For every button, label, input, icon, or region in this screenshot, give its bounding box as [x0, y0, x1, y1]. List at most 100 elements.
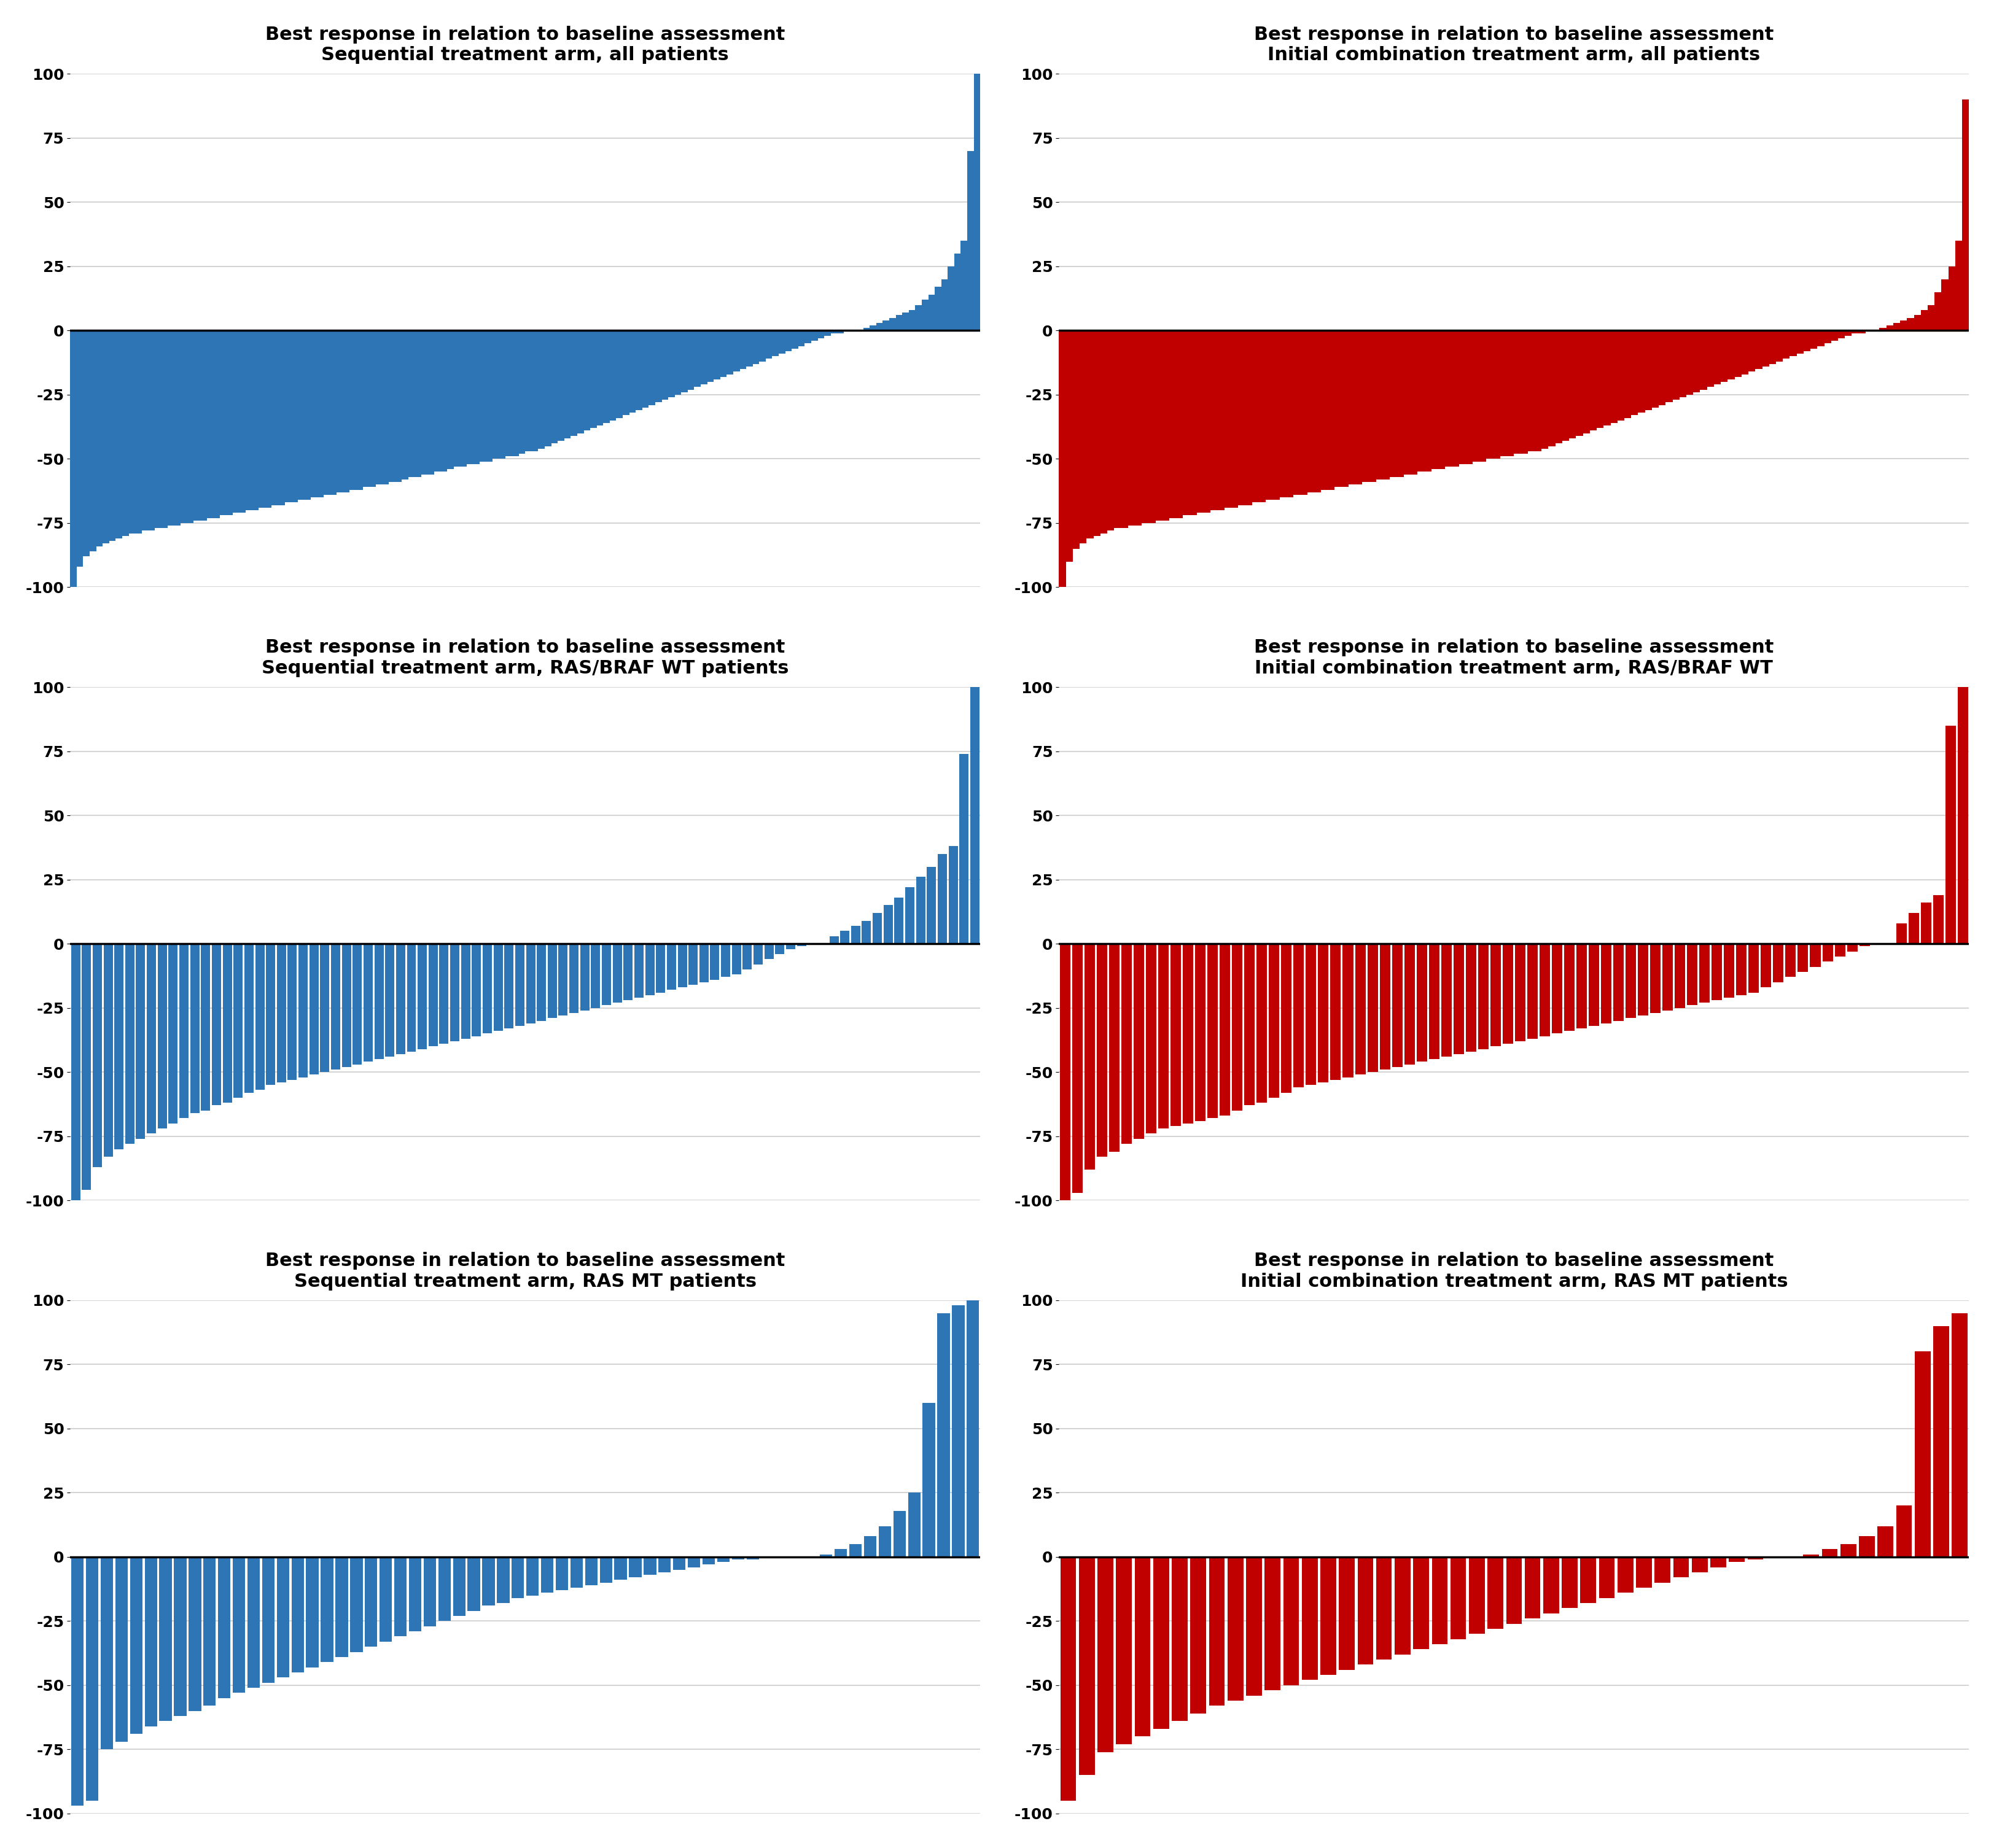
- Bar: [863, 329, 869, 331]
- Bar: [1280, 944, 1292, 1092]
- Bar: [532, 331, 538, 451]
- Bar: [1444, 331, 1452, 466]
- Bar: [193, 331, 199, 521]
- Bar: [558, 331, 564, 442]
- Title: Best response in relation to baseline assessment
Initial combination treatment a: Best response in relation to baseline as…: [1240, 1251, 1787, 1290]
- Bar: [863, 1536, 875, 1556]
- Bar: [1107, 331, 1115, 530]
- Bar: [1392, 944, 1402, 1066]
- Bar: [1224, 331, 1230, 508]
- Bar: [893, 1510, 905, 1556]
- Bar: [1659, 331, 1665, 405]
- Bar: [610, 331, 616, 419]
- Bar: [584, 331, 590, 431]
- Bar: [1685, 331, 1693, 395]
- Bar: [875, 323, 883, 331]
- Bar: [1196, 331, 1202, 512]
- Bar: [915, 878, 925, 944]
- Bar: [493, 944, 502, 1031]
- Bar: [921, 299, 927, 331]
- Bar: [951, 1305, 965, 1556]
- Bar: [439, 1556, 451, 1621]
- Bar: [568, 944, 578, 1013]
- Bar: [1914, 1351, 1930, 1556]
- Bar: [580, 944, 588, 1011]
- Bar: [947, 266, 953, 331]
- Bar: [1575, 944, 1587, 1029]
- Bar: [1858, 944, 1868, 946]
- Bar: [1886, 325, 1892, 331]
- Bar: [136, 331, 142, 534]
- Bar: [461, 331, 467, 466]
- Bar: [167, 944, 177, 1124]
- Bar: [187, 331, 193, 523]
- Bar: [1396, 331, 1404, 477]
- Bar: [1735, 331, 1741, 377]
- Bar: [1061, 1556, 1077, 1800]
- Bar: [225, 331, 233, 516]
- Bar: [1328, 331, 1334, 490]
- Bar: [754, 944, 762, 965]
- Bar: [1170, 944, 1180, 1125]
- Bar: [708, 331, 714, 383]
- Bar: [1458, 331, 1466, 464]
- Bar: [1320, 331, 1328, 490]
- Bar: [421, 331, 427, 475]
- Bar: [1563, 944, 1573, 1031]
- Bar: [804, 331, 812, 344]
- Bar: [467, 1556, 481, 1611]
- Bar: [130, 1556, 142, 1733]
- Bar: [1141, 331, 1149, 523]
- Bar: [1954, 240, 1962, 331]
- Bar: [363, 331, 369, 488]
- Bar: [323, 331, 331, 495]
- Bar: [1394, 1556, 1410, 1654]
- Bar: [1962, 100, 1968, 331]
- Bar: [162, 331, 167, 529]
- Bar: [636, 331, 642, 410]
- Bar: [1513, 331, 1519, 455]
- Bar: [830, 937, 837, 944]
- Bar: [1900, 320, 1906, 331]
- Bar: [1190, 1556, 1206, 1713]
- Bar: [1093, 331, 1101, 536]
- Bar: [959, 754, 969, 944]
- Bar: [953, 253, 961, 331]
- Bar: [1920, 310, 1926, 331]
- Bar: [299, 944, 307, 1077]
- Bar: [734, 331, 740, 371]
- Bar: [1761, 944, 1771, 987]
- Bar: [239, 331, 245, 512]
- Bar: [148, 944, 156, 1133]
- Bar: [1589, 331, 1597, 431]
- Bar: [1673, 1556, 1689, 1578]
- Bar: [570, 1556, 582, 1587]
- Bar: [1896, 924, 1906, 944]
- Bar: [1330, 944, 1340, 1079]
- Bar: [1679, 331, 1685, 397]
- Bar: [1194, 944, 1204, 1120]
- Bar: [752, 331, 760, 364]
- Bar: [1825, 331, 1830, 344]
- Bar: [1272, 331, 1280, 501]
- Bar: [1749, 331, 1755, 371]
- Bar: [90, 331, 96, 551]
- Bar: [158, 944, 167, 1129]
- Bar: [287, 944, 297, 1079]
- Bar: [1115, 331, 1121, 529]
- Bar: [305, 331, 311, 501]
- Bar: [1675, 944, 1685, 1007]
- Bar: [389, 331, 395, 482]
- Title: Best response in relation to baseline assessment
Initial combination treatment a: Best response in relation to baseline as…: [1254, 26, 1773, 65]
- Bar: [839, 931, 849, 944]
- Bar: [526, 944, 534, 1024]
- Bar: [1368, 944, 1378, 1072]
- Bar: [397, 944, 405, 1053]
- Bar: [1376, 331, 1382, 479]
- Bar: [265, 331, 271, 508]
- Bar: [1488, 1556, 1503, 1628]
- Bar: [1840, 1545, 1856, 1556]
- Bar: [923, 1403, 935, 1556]
- Bar: [1505, 1556, 1521, 1624]
- Bar: [1846, 944, 1856, 952]
